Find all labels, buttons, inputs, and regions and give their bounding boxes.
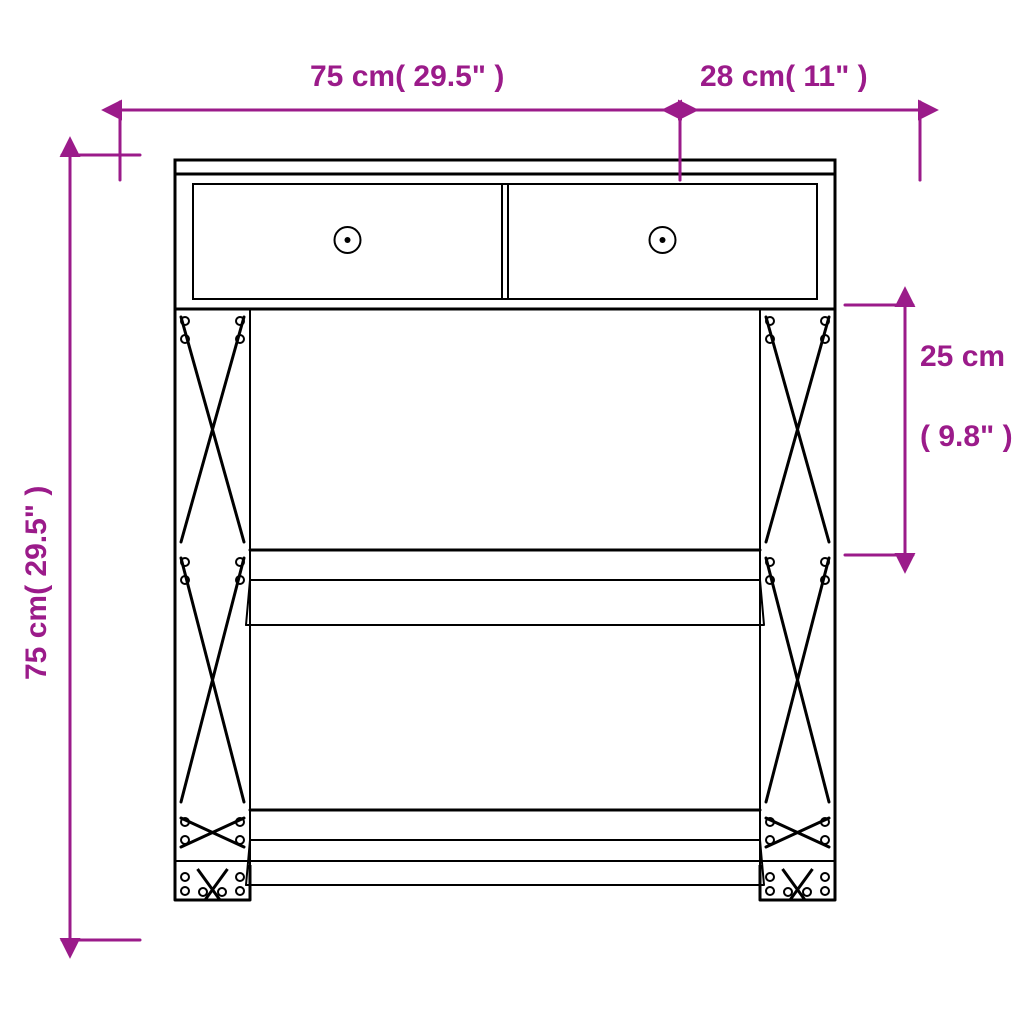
dim-shelf-gap-label-in: ( 9.8" ) [920,420,1013,454]
dim-height-label: 75 cm( 29.5" ) [20,486,54,680]
dim-width-label: 75 cm( 29.5" ) [310,60,504,94]
diagram-canvas: 75 cm( 29.5" ) 28 cm( 11" ) 75 cm( 29.5"… [0,0,1024,1024]
dim-depth-label: 28 cm( 11" ) [700,60,868,94]
dim-shelf-gap-label-cm: 25 cm [920,340,1005,374]
furniture-svg [0,0,1024,1024]
